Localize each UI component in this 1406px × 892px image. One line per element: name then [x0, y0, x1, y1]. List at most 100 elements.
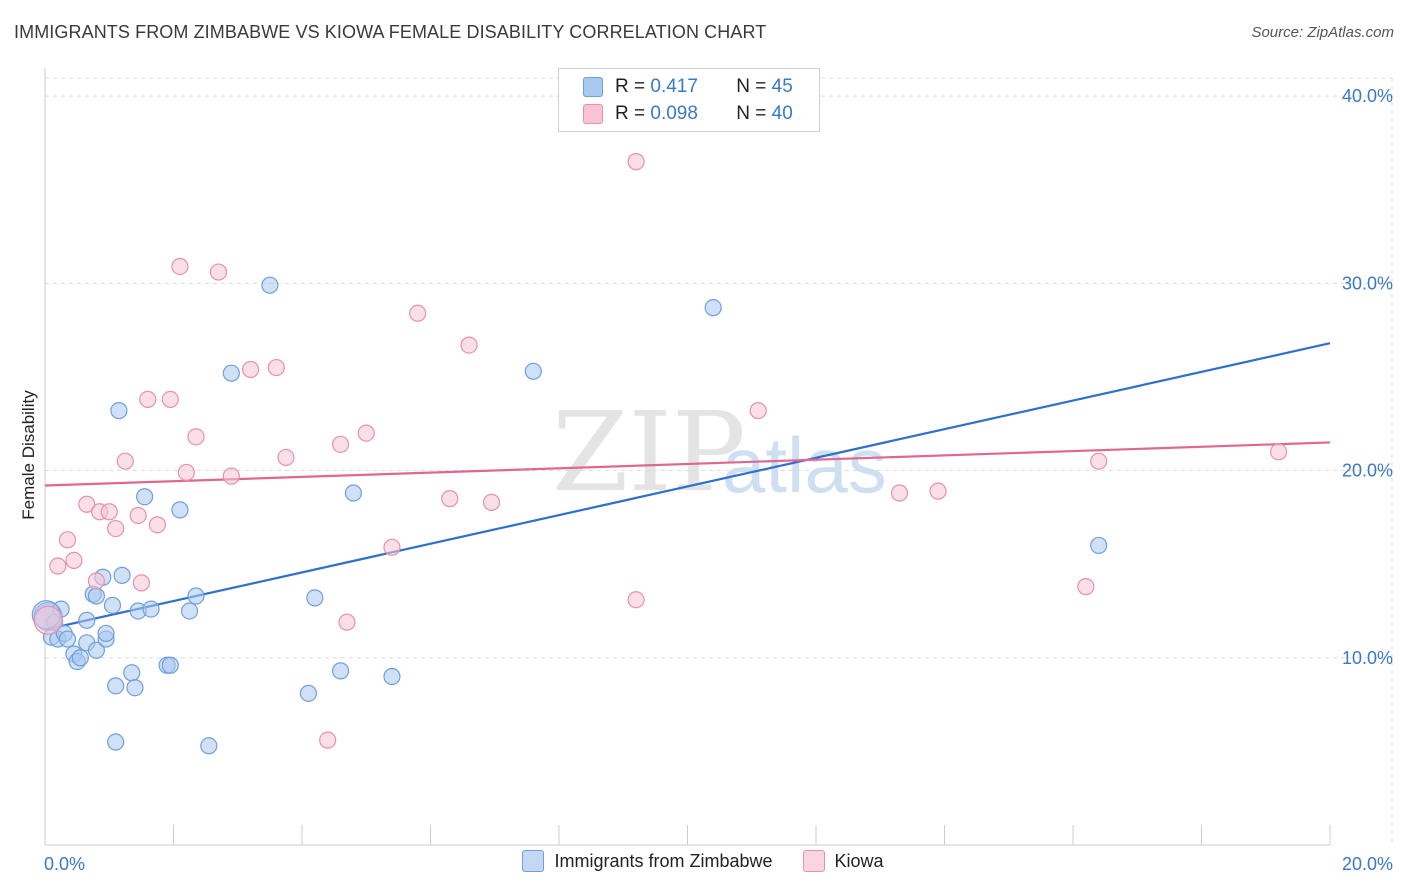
point-kiowa — [139, 390, 157, 408]
point-kiowa — [357, 424, 375, 442]
y-tick-label: 30.0% — [1342, 273, 1393, 293]
point-kiowa — [1269, 443, 1288, 461]
point-zimbabwe — [135, 488, 154, 506]
point-kiowa — [116, 452, 134, 470]
point-kiowa — [100, 503, 118, 521]
point-zimbabwe — [103, 596, 122, 614]
trend-line-zimbabwe — [44, 342, 1331, 631]
chart-title: IMMIGRANTS FROM ZIMBABWE VS KIOWA FEMALE… — [14, 22, 767, 42]
point-zimbabwe — [87, 587, 106, 605]
y-tick-label: 40.0% — [1342, 86, 1393, 106]
legend-item-zimbabwe: Immigrants from Zimbabwe — [522, 850, 773, 872]
watermark-atlas: atlas — [722, 421, 887, 509]
point-zimbabwe — [180, 602, 199, 620]
watermark: ZIP atlas — [552, 388, 887, 516]
point-kiowa — [383, 538, 401, 556]
point-kiowa — [242, 360, 260, 379]
point-kiowa — [331, 435, 350, 453]
y-tick-label: 20.0% — [1342, 461, 1393, 481]
point-kiowa — [107, 519, 125, 538]
x-tick-labels: 0.0% 20.0% — [44, 854, 1393, 874]
series-legend: Immigrants from Zimbabwe Kiowa — [0, 850, 1406, 872]
legend-r-label: R = — [615, 76, 646, 97]
point-zimbabwe — [222, 364, 240, 382]
point-zimbabwe — [704, 299, 722, 317]
point-kiowa — [277, 448, 295, 467]
point-kiowa — [49, 557, 67, 575]
x-tick-label: 20.0% — [1342, 854, 1393, 874]
legend-swatch-kiowa — [802, 850, 825, 872]
legend-n-label: N = — [736, 76, 767, 97]
point-zimbabwe — [306, 589, 324, 607]
point-kiowa — [187, 428, 205, 446]
watermark-zip: ZIP — [552, 388, 746, 516]
legend-label-zimbabwe: Immigrants from Zimbabwe — [554, 850, 773, 871]
point-kiowa — [627, 591, 645, 609]
y-axis-title: Female Disability — [19, 390, 38, 520]
point-zimbabwe — [87, 641, 106, 659]
point-kiowa — [890, 484, 909, 502]
legend-swatch-zimbabwe — [522, 850, 545, 872]
point-kiowa — [129, 506, 147, 525]
point-zimbabwe — [187, 587, 205, 605]
point-kiowa — [1077, 578, 1095, 596]
point-kiowa — [627, 153, 645, 171]
point-zimbabwe — [113, 566, 131, 584]
point-zimbabwe — [171, 501, 189, 519]
point-zimbabwe — [344, 484, 362, 502]
point-zimbabwe — [200, 737, 218, 755]
trend-lines — [44, 342, 1331, 631]
point-zimbabwe — [126, 679, 144, 697]
point-zimbabwe — [331, 662, 350, 680]
point-kiowa — [222, 467, 240, 485]
point-kiowa — [1090, 452, 1108, 470]
data-points — [31, 153, 1288, 755]
point-zimbabwe — [261, 276, 279, 294]
point-zimbabwe — [71, 649, 89, 667]
point-kiowa — [58, 531, 77, 549]
legend-swatch-zimbabwe — [583, 77, 603, 97]
point-kiowa — [209, 263, 228, 281]
point-kiowa — [441, 490, 459, 508]
point-kiowa — [161, 390, 179, 408]
point-kiowa — [338, 613, 356, 631]
point-kiowa — [749, 402, 767, 420]
x-tick-label: 0.0% — [44, 854, 85, 874]
axes — [44, 68, 1331, 846]
point-zimbabwe — [299, 684, 318, 702]
point-zimbabwe — [97, 624, 115, 643]
point-kiowa — [177, 463, 195, 482]
point-zimbabwe — [524, 362, 542, 380]
source-label: Source: ZipAtlas.com — [1251, 24, 1394, 41]
point-kiowa — [33, 605, 63, 635]
point-zimbabwe — [78, 611, 96, 629]
trend-line-kiowa — [44, 441, 1331, 487]
point-zimbabwe — [107, 677, 125, 695]
legend-n-value: 45 — [771, 76, 793, 97]
point-kiowa — [929, 482, 947, 500]
point-zimbabwe — [107, 733, 125, 751]
point-kiowa — [132, 574, 150, 592]
legend-swatch-kiowa — [583, 104, 603, 124]
point-kiowa — [78, 495, 96, 513]
point-kiowa — [460, 336, 478, 354]
point-kiowa — [148, 516, 167, 534]
point-zimbabwe — [123, 664, 141, 682]
point-kiowa — [319, 731, 337, 749]
point-zimbabwe — [142, 600, 160, 618]
stats-legend: R = 0.417 N = 45 R = 0.098 N = 40 — [558, 68, 820, 132]
point-zimbabwe — [110, 402, 128, 420]
legend-r-label: R = — [615, 103, 646, 124]
legend-n-value: 40 — [771, 103, 793, 124]
point-zimbabwe — [1090, 536, 1108, 555]
point-zimbabwe — [58, 630, 77, 648]
point-kiowa — [482, 493, 501, 511]
point-kiowa — [409, 304, 427, 322]
legend-r-value: 0.098 — [650, 103, 698, 124]
point-zimbabwe — [383, 667, 401, 686]
point-zimbabwe — [161, 656, 179, 674]
y-tick-labels: 10.0% 20.0% 30.0% 40.0% — [1342, 86, 1393, 668]
point-kiowa — [171, 257, 189, 276]
legend-item-kiowa: Kiowa — [802, 850, 884, 872]
